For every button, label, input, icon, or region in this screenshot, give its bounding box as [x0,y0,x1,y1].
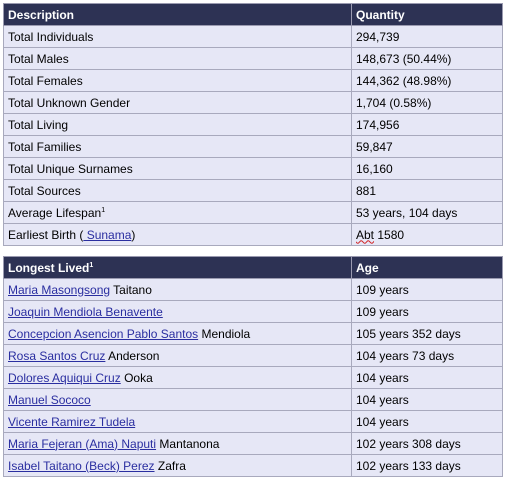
stat-label: Average Lifespan [8,205,102,220]
person-age: 105 years 352 days [351,322,503,345]
person-link[interactable]: Dolores Aquiqui Cruz [8,370,121,385]
person-cell: Concepcion Asencion Pablo Santos Mendiol… [3,322,352,345]
table-row: Joaquin Mendiola Benavente 109 years [3,300,503,323]
person-cell: Maria Fejeran (Ama) Naputi Mantanona [3,432,352,455]
person-link[interactable]: Vicente Ramirez Tudela [8,414,136,429]
person-surname: Zafra [154,458,186,473]
table-row: Total Individuals 294,739 [3,25,503,48]
age-column-header: Age [351,256,503,279]
longest-lived-header-label: Longest Lived [8,260,90,275]
person-cell: Vicente Ramirez Tudela [3,410,352,433]
table-row: Isabel Taitano (Beck) Perez Zafra 102 ye… [3,454,503,477]
stat-label-cell: Earliest Birth ( Sunama) [3,223,352,246]
person-surname: Ooka [120,370,153,385]
statistics-header-row: Description Quantity [3,3,503,26]
person-cell: Joaquin Mendiola Benavente [3,300,352,323]
person-age: 104 years [351,366,503,389]
stat-value: 59,847 [351,135,503,158]
person-surname: Mantanona [156,436,220,451]
stat-label: Total Unique Surnames [3,157,352,180]
person-surname: Taitano [110,282,152,297]
stat-value: 144,362 (48.98%) [351,69,503,92]
person-cell: Manuel Sococo [3,388,352,411]
stat-label: Total Males [3,47,352,70]
description-column-header: Description [3,3,352,26]
footnote-marker: 1 [101,206,106,214]
table-row: Maria Fejeran (Ama) Naputi Mantanona 102… [3,432,503,455]
stat-label-cell: Average Lifespan1 [3,201,352,224]
table-row: Vicente Ramirez Tudela 104 years [3,410,503,433]
longest-lived-table: Longest Lived1 Age Maria Masongsong Tait… [3,256,503,477]
person-cell: Isabel Taitano (Beck) Perez Zafra [3,454,352,477]
stat-label: Total Females [3,69,352,92]
stat-value: 1,704 (0.58%) [351,91,503,114]
stat-label: Total Individuals [3,25,352,48]
stat-value-prefix: Abt [356,227,375,242]
table-row: Maria Masongsong Taitano 109 years [3,278,503,301]
longest-lived-column-header: Longest Lived1 [3,256,352,279]
person-surname: Anderson [105,348,160,363]
person-link[interactable]: Maria Fejeran (Ama) Naputi [8,436,157,451]
quantity-column-header: Quantity [351,3,503,26]
table-row: Total Families 59,847 [3,135,503,158]
stat-value: 148,673 (50.44%) [351,47,503,70]
stat-label: Total Sources [3,179,352,202]
person-cell: Dolores Aquiqui Cruz Ooka [3,366,352,389]
person-surname: Mendiola [198,326,251,341]
person-link[interactable]: Maria Masongsong [8,282,111,297]
person-age: 104 years [351,388,503,411]
statistics-table: Description Quantity Total Individuals 2… [3,3,503,246]
stat-value: 174,956 [351,113,503,136]
longest-lived-header-row: Longest Lived1 Age [3,256,503,279]
stat-label: Total Living [3,113,352,136]
stat-label: Earliest Birth ( [8,227,84,242]
person-age: 104 years [351,410,503,433]
stat-value: 294,739 [351,25,503,48]
table-row: Manuel Sococo 104 years [3,388,503,411]
person-age: 109 years [351,300,503,323]
stat-value-cell: Abt 1580 [351,223,503,246]
person-age: 104 years 73 days [351,344,503,367]
person-link[interactable]: Isabel Taitano (Beck) Perez [8,458,155,473]
stat-label-end: ) [131,227,136,242]
stat-value: 1580 [374,227,405,242]
table-row: Total Sources 881 [3,179,503,202]
table-row: Total Unique Surnames 16,160 [3,157,503,180]
table-row: Total Unknown Gender 1,704 (0.58%) [3,91,503,114]
table-row: Total Females 144,362 (48.98%) [3,69,503,92]
person-cell: Maria Masongsong Taitano [3,278,352,301]
footnote-marker: 1 [89,261,94,269]
table-row: Total Males 148,673 (50.44%) [3,47,503,70]
person-age: 102 years 133 days [351,454,503,477]
stat-value: 881 [351,179,503,202]
stat-value: 16,160 [351,157,503,180]
person-link[interactable]: Manuel Sococo [8,392,91,407]
stat-label: Total Unknown Gender [3,91,352,114]
earliest-birth-link[interactable]: Sunama [83,227,132,242]
table-row: Total Living 174,956 [3,113,503,136]
table-row: Dolores Aquiqui Cruz Ooka 104 years [3,366,503,389]
stat-label: Total Families [3,135,352,158]
person-link[interactable]: Rosa Santos Cruz [8,348,106,363]
table-row: Earliest Birth ( Sunama) Abt 1580 [3,223,503,246]
table-row: Rosa Santos Cruz Anderson 104 years 73 d… [3,344,503,367]
table-row: Concepcion Asencion Pablo Santos Mendiol… [3,322,503,345]
stat-value: 53 years, 104 days [351,201,503,224]
table-row: Average Lifespan1 53 years, 104 days [3,201,503,224]
person-link[interactable]: Joaquin Mendiola Benavente [8,304,163,319]
person-cell: Rosa Santos Cruz Anderson [3,344,352,367]
person-age: 102 years 308 days [351,432,503,455]
person-age: 109 years [351,278,503,301]
person-link[interactable]: Concepcion Asencion Pablo Santos [8,326,199,341]
